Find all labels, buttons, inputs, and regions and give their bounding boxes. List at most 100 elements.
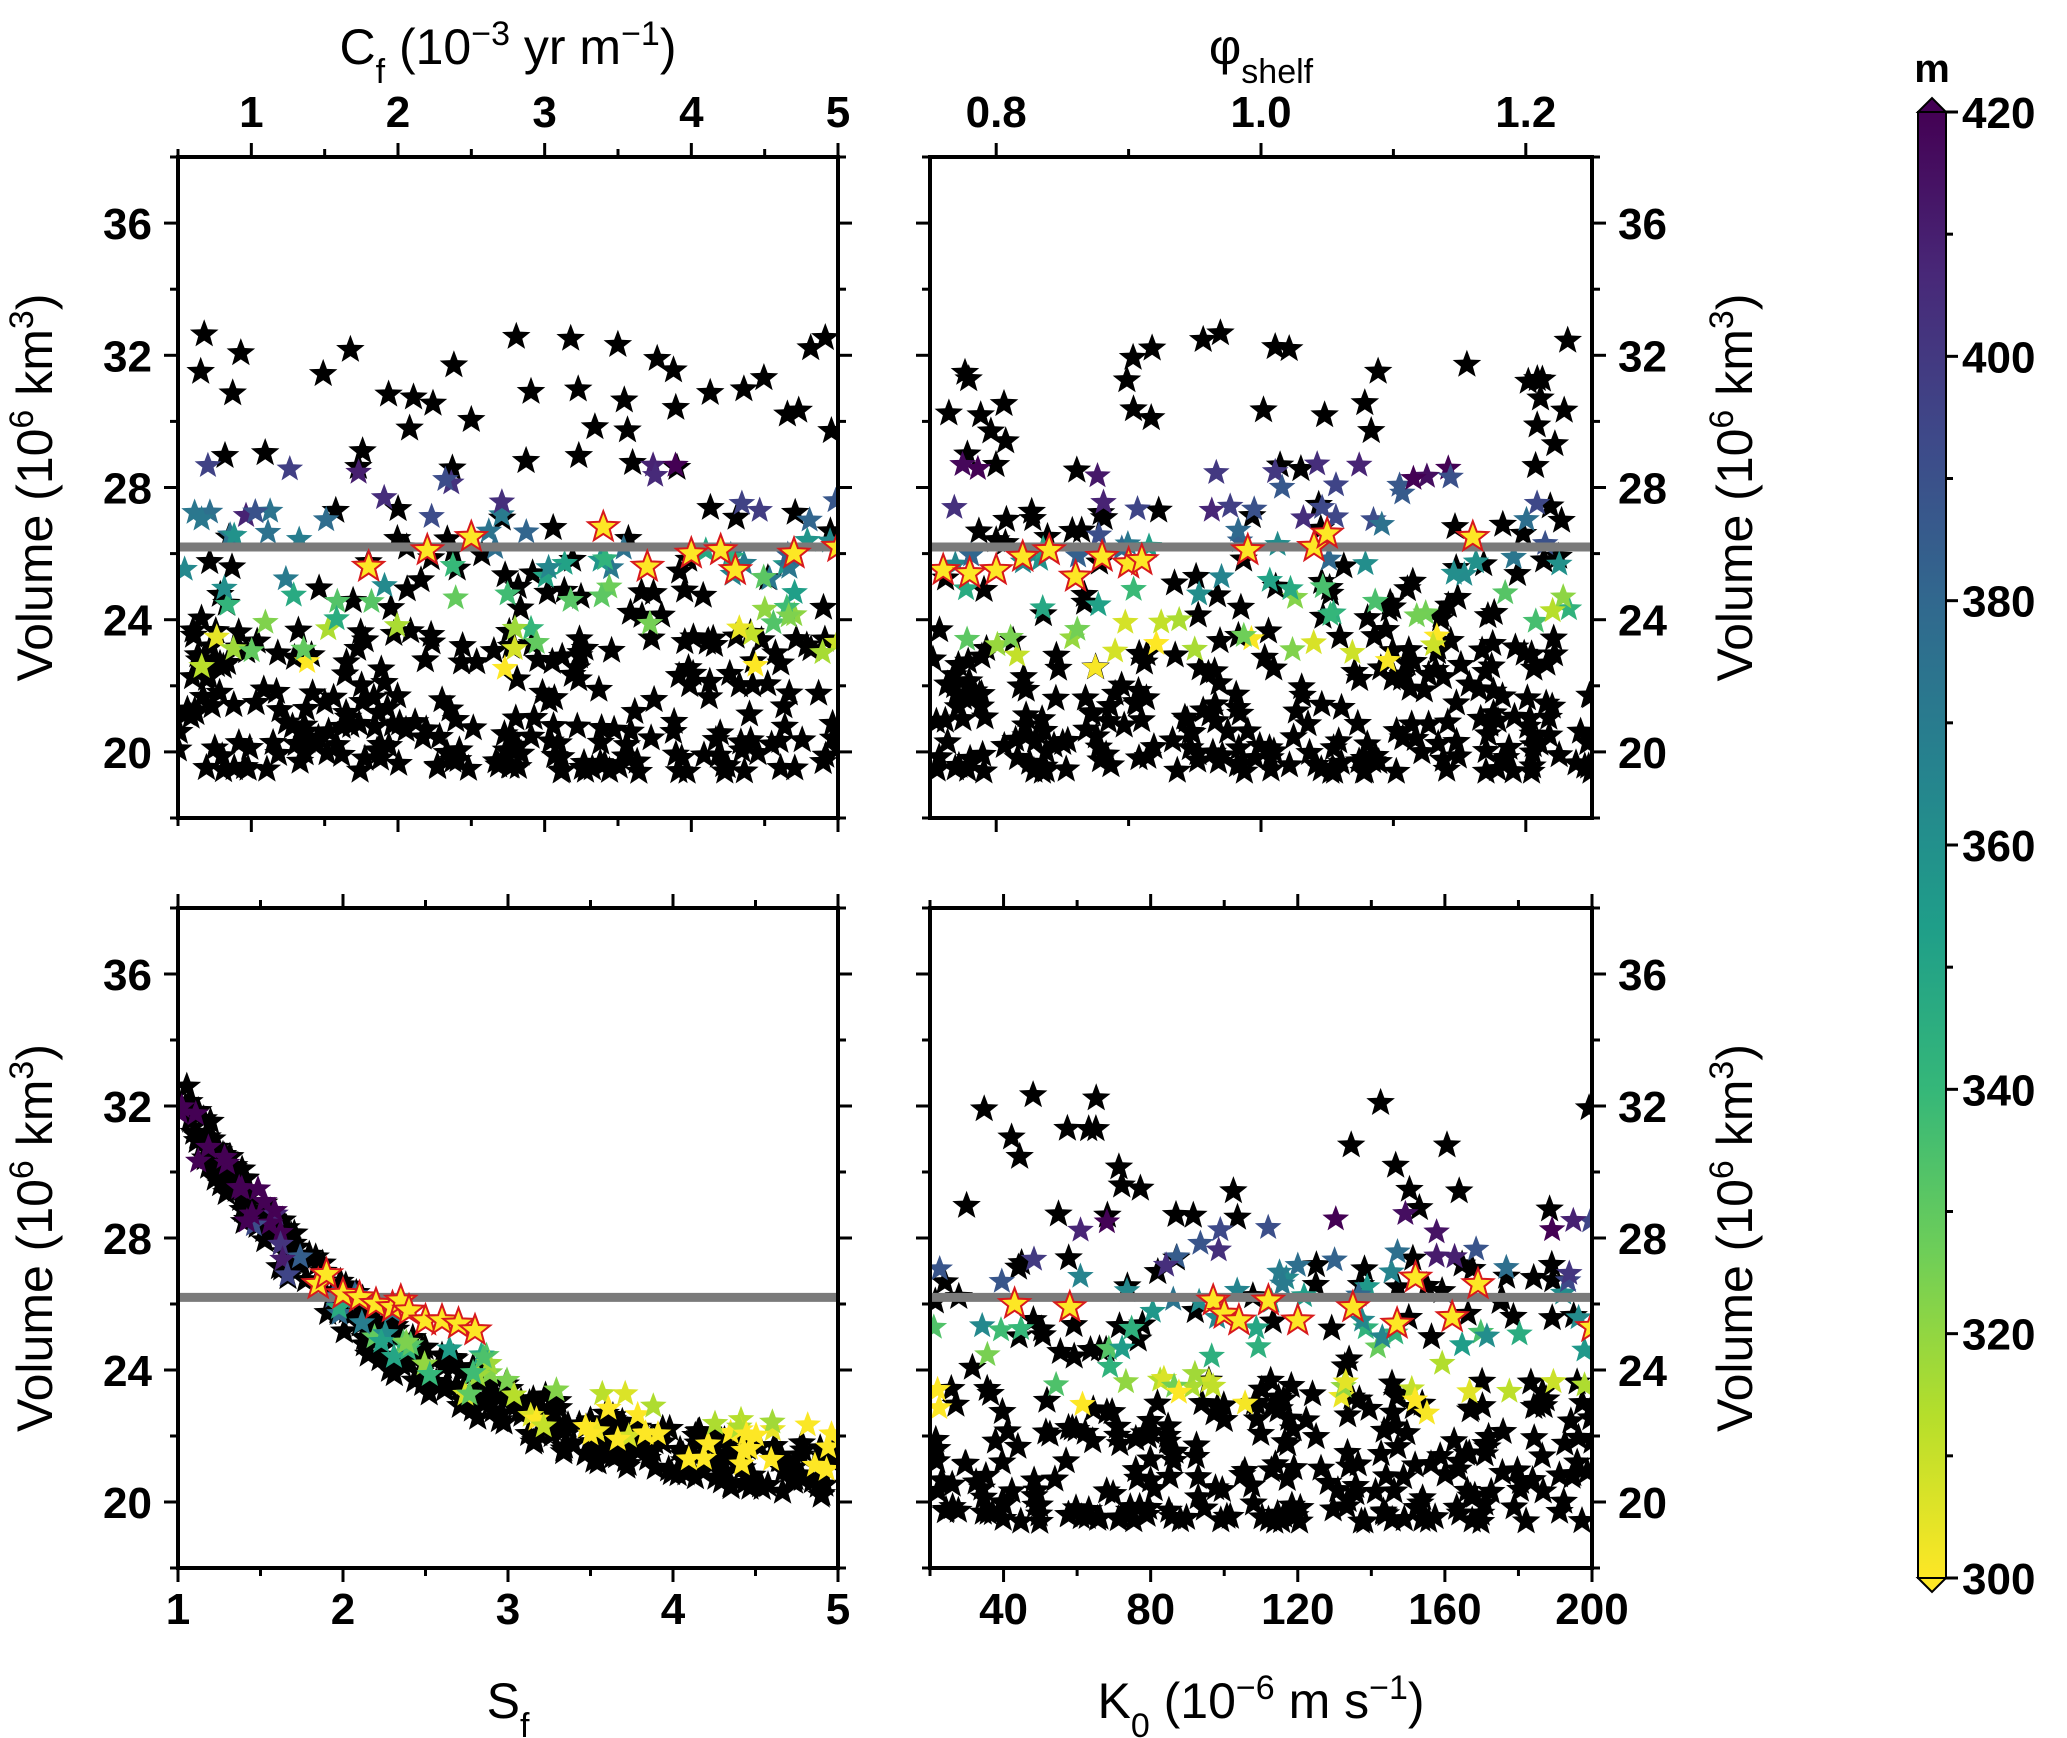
black-star — [1319, 733, 1348, 761]
black-star — [327, 739, 356, 767]
colored-star — [822, 486, 838, 513]
black-star — [1051, 754, 1081, 782]
black-star — [1442, 726, 1471, 754]
black-star — [433, 524, 462, 552]
black-star — [1455, 669, 1484, 697]
colored-star — [1101, 637, 1129, 663]
black-star — [531, 1380, 560, 1408]
black-star — [1529, 545, 1558, 573]
black-star — [618, 447, 647, 475]
black-star — [189, 1104, 218, 1132]
colored-star — [1303, 450, 1331, 476]
black-star — [1051, 1446, 1081, 1474]
black-star — [364, 737, 394, 765]
black-star — [1500, 701, 1529, 729]
black-star — [399, 382, 428, 410]
colored-star — [324, 587, 351, 613]
black-star — [613, 415, 642, 443]
colored-star — [662, 451, 689, 477]
colored-star — [285, 525, 313, 551]
black-star — [931, 1496, 960, 1524]
highlight-star — [453, 518, 490, 553]
black-star — [1279, 1453, 1309, 1481]
black-star — [1442, 1492, 1471, 1520]
black-star — [1407, 737, 1437, 765]
colored-star — [500, 1381, 528, 1407]
colorbar-tick-label: 420 — [1962, 89, 2035, 138]
colored-star — [418, 502, 445, 528]
black-star — [1334, 1344, 1364, 1372]
colorbar-min-triangle — [1915, 1577, 1949, 1594]
black-star — [1011, 674, 1041, 702]
black-star — [383, 681, 412, 709]
black-star — [218, 378, 247, 406]
black-star — [563, 374, 593, 402]
black-star — [1256, 754, 1286, 782]
black-star — [725, 670, 754, 698]
black-star — [348, 436, 377, 464]
black-star — [1275, 750, 1304, 778]
black-star — [284, 615, 313, 643]
black-star — [1498, 756, 1528, 784]
black-star — [1107, 670, 1136, 698]
black-star — [931, 705, 960, 733]
black-star — [538, 512, 568, 541]
colored-star — [1462, 1235, 1490, 1261]
black-star — [1363, 356, 1393, 384]
black-star — [553, 1410, 583, 1438]
black-star — [1383, 1432, 1413, 1460]
black-star — [291, 716, 321, 744]
black-star — [701, 1462, 731, 1490]
black-star — [1350, 388, 1380, 416]
black-star — [1079, 1394, 1108, 1422]
black-star — [1477, 1476, 1506, 1504]
colored-star — [470, 1343, 497, 1369]
colored-star — [942, 550, 969, 576]
black-star — [439, 350, 469, 378]
colored-star — [796, 506, 823, 532]
black-star — [1508, 518, 1538, 546]
colored-star — [1112, 1367, 1140, 1394]
black-star — [766, 752, 795, 780]
black-star — [1124, 743, 1154, 771]
black-star — [1158, 725, 1187, 753]
black-star — [1439, 1426, 1469, 1454]
black-star — [1006, 1506, 1036, 1534]
black-star — [1213, 716, 1242, 744]
black-star — [179, 620, 208, 648]
colored-star — [244, 1175, 272, 1201]
y-axis-label: Volume (106 km3) — [3, 294, 63, 682]
y-tick-label: 24 — [1618, 597, 1667, 646]
black-star — [603, 329, 633, 357]
colored-star — [1353, 1272, 1381, 1299]
black-star — [1538, 1265, 1568, 1293]
colored-star — [225, 1173, 253, 1199]
black-star — [1144, 495, 1173, 523]
black-star — [769, 1455, 798, 1483]
black-star — [1545, 1496, 1574, 1524]
colored-star — [1456, 1377, 1483, 1404]
black-star — [556, 323, 585, 351]
colored-star — [818, 1420, 838, 1446]
black-star — [1414, 709, 1443, 737]
black-star — [1273, 1429, 1302, 1457]
colorbar-title: m — [1914, 47, 1950, 91]
colored-star — [801, 1451, 829, 1477]
colored-star — [1243, 1314, 1270, 1340]
black-star — [1534, 720, 1564, 748]
black-star — [1154, 1495, 1184, 1523]
black-star — [587, 713, 616, 741]
colored-star — [501, 614, 529, 640]
black-star — [780, 497, 810, 525]
black-star — [373, 693, 402, 721]
black-star — [694, 682, 724, 710]
black-star — [738, 670, 767, 698]
black-star — [1499, 1492, 1529, 1520]
black-star — [1353, 603, 1382, 631]
black-star — [231, 1163, 260, 1191]
black-star — [1011, 700, 1041, 728]
black-star — [948, 704, 978, 732]
black-star — [1371, 615, 1401, 643]
colored-star — [1332, 1368, 1359, 1394]
black-star — [302, 727, 331, 755]
